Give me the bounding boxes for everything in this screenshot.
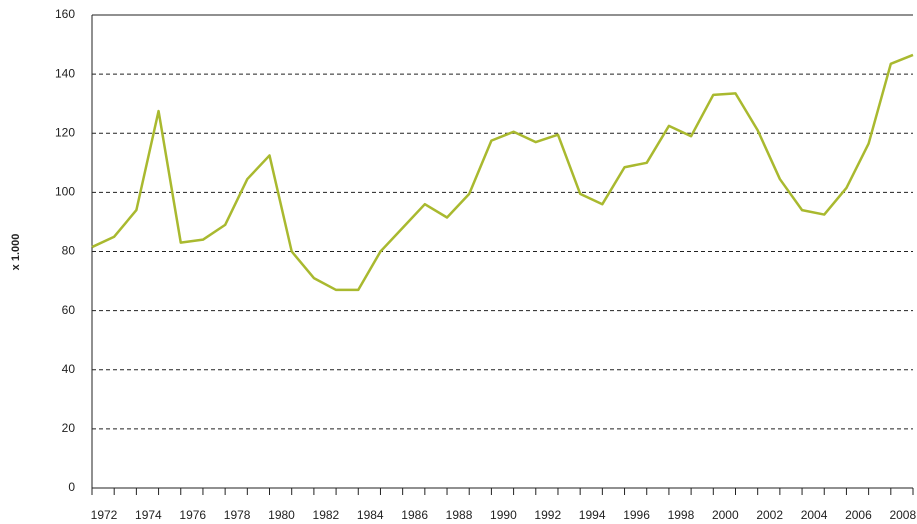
x-tick-label: 1972 bbox=[91, 508, 118, 522]
y-tick-label: 20 bbox=[62, 421, 76, 435]
y-tick-label: 60 bbox=[62, 303, 76, 317]
y-tick-label: 100 bbox=[55, 185, 75, 199]
x-tick-label: 1998 bbox=[668, 508, 695, 522]
x-tick-label: 1992 bbox=[534, 508, 561, 522]
x-tick-label: 1990 bbox=[490, 508, 517, 522]
x-tick-label: 1974 bbox=[135, 508, 162, 522]
y-tick-label: 0 bbox=[68, 480, 75, 494]
x-tick-label: 2004 bbox=[801, 508, 828, 522]
x-tick-label: 1976 bbox=[179, 508, 206, 522]
x-tick-label: 1978 bbox=[224, 508, 251, 522]
y-tick-label: 160 bbox=[55, 7, 75, 21]
x-tick-label: 2002 bbox=[756, 508, 783, 522]
y-tick-label: 120 bbox=[55, 125, 75, 139]
x-tick-label: 1982 bbox=[313, 508, 340, 522]
x-tick-label: 2000 bbox=[712, 508, 739, 522]
y-tick-label: 80 bbox=[62, 244, 76, 258]
x-tick-label: 1986 bbox=[401, 508, 428, 522]
y-axis-label: x 1.000 bbox=[10, 234, 22, 271]
x-tick-label: 1988 bbox=[446, 508, 473, 522]
x-tick-label: 1994 bbox=[579, 508, 606, 522]
x-tick-label: 2006 bbox=[845, 508, 872, 522]
x-tick-label: 1996 bbox=[623, 508, 650, 522]
data-line bbox=[91, 53, 914, 292]
y-tick-label: 40 bbox=[62, 362, 76, 376]
x-tick-label: 1984 bbox=[357, 508, 384, 522]
x-tick-label: 2008 bbox=[889, 508, 916, 522]
x-tick-label: 1980 bbox=[268, 508, 295, 522]
y-tick-label: 140 bbox=[55, 66, 75, 80]
